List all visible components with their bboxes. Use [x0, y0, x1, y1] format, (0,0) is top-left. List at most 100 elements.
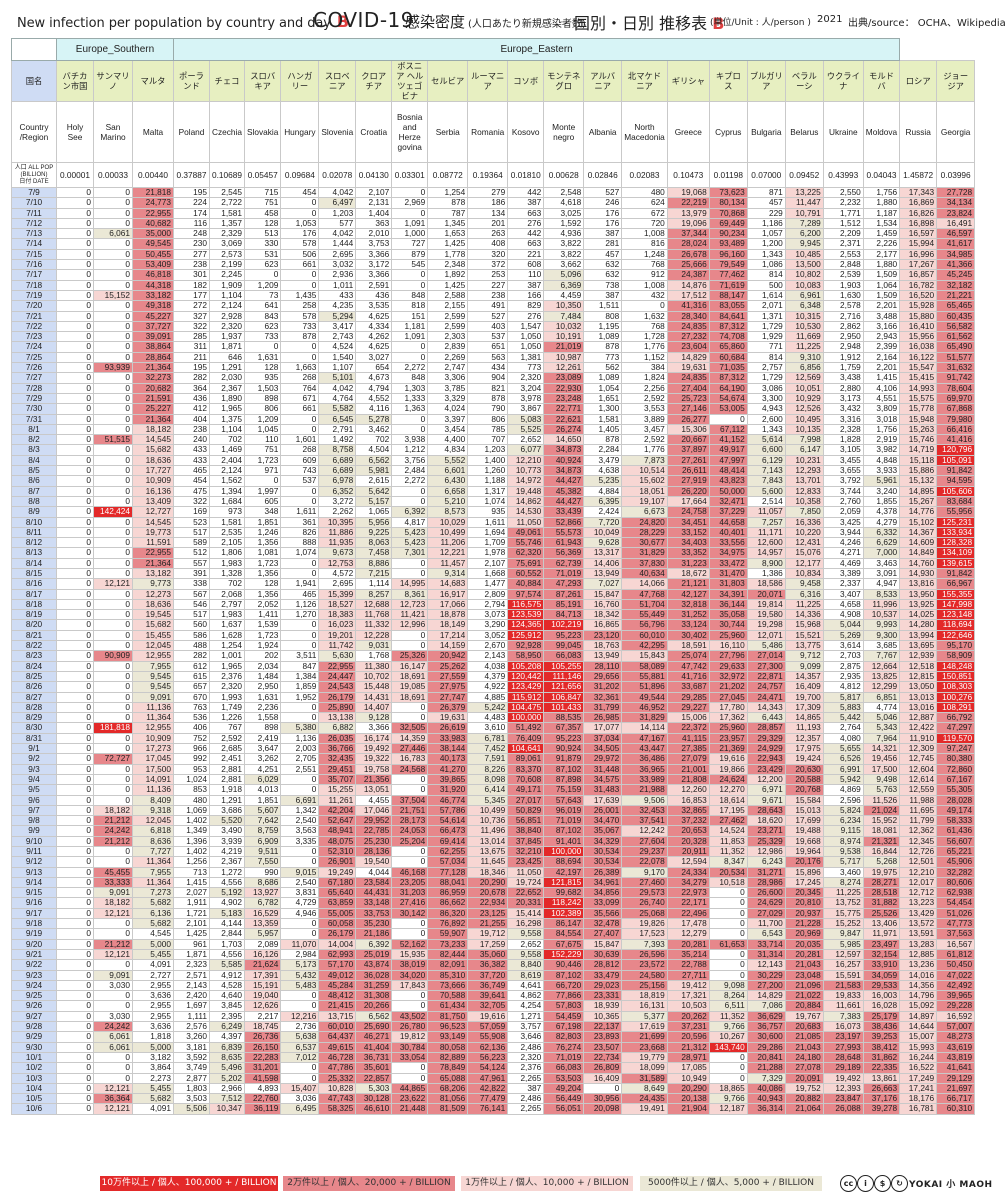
- date-cell: 7/18: [11, 279, 57, 291]
- value-cell: 9,773: [132, 578, 174, 590]
- value-cell: 81,056: [427, 1093, 469, 1105]
- value-cell: 18,636: [132, 454, 174, 467]
- value-cell: 123,148: [936, 609, 976, 621]
- value-cell: 1,209: [243, 413, 282, 425]
- value-cell: 27,029: [746, 907, 786, 920]
- value-cell: 1,709: [467, 537, 509, 549]
- table-row: 7/25 0 0 28,864 211 646 1,631 0 1,540 3,027 0 2,269…: [11, 351, 976, 364]
- value-cell: 15,994: [899, 238, 938, 250]
- value-cell: 69,449: [708, 217, 748, 230]
- value-cell: 1,064: [862, 279, 901, 291]
- value-cell: 0: [708, 413, 748, 425]
- value-cell: 0: [708, 969, 748, 981]
- value-cell: 49,545: [132, 238, 174, 250]
- value-cell: 28,173: [391, 815, 429, 827]
- value-cell: 1,212: [391, 444, 429, 456]
- value-cell: 20,266: [355, 1000, 393, 1012]
- value-cell: 51,515: [93, 434, 133, 446]
- date-cell: 8/17: [11, 588, 57, 600]
- value-cell: 1,581: [209, 516, 245, 528]
- value-cell: 176: [583, 207, 623, 219]
- value-cell: 0: [93, 485, 133, 497]
- value-cell: 28,271: [862, 876, 901, 889]
- value-cell: 34,279: [666, 876, 710, 889]
- value-cell: 20,841: [746, 1051, 786, 1064]
- value-cell: 15,132: [899, 475, 938, 487]
- value-cell: 12,017: [899, 876, 938, 889]
- value-cell: 18,939: [583, 1000, 623, 1012]
- value-cell: 27,146: [666, 403, 710, 415]
- table-row: 10/5 0 36,364 5,682 3,503 7,512 22,760 3,036 47,…: [11, 1093, 976, 1105]
- table-row: 8/10 0 0 14,545 523 1,581 1,851 361 10,395 5,956 4…: [11, 516, 976, 528]
- value-cell: 1,851: [243, 794, 282, 806]
- value-cell: 35,214: [666, 948, 710, 961]
- value-cell: 20,345: [784, 887, 824, 899]
- value-cell: 821: [467, 382, 509, 394]
- value-cell: 1,776: [621, 341, 668, 353]
- value-cell: 0: [391, 279, 429, 291]
- value-cell: 20,678: [467, 887, 509, 899]
- value-cell: 26,379: [427, 701, 469, 714]
- value-cell: 2,486: [507, 1093, 545, 1105]
- value-cell: 6,234: [822, 815, 864, 827]
- country-name-jp: ポーランド: [173, 60, 210, 102]
- table-row: 7/23 0 0 39,091 285 1,937 733 878 2,743 4,262 1,09…: [11, 331, 976, 343]
- country-name-en: Albania: [583, 101, 623, 163]
- value-cell: 12,614: [899, 773, 938, 786]
- value-cell: 1,136: [280, 732, 320, 745]
- value-cell: 2,695: [318, 578, 357, 590]
- value-cell: 20,262: [666, 1010, 710, 1023]
- value-cell: 13,950: [899, 588, 938, 600]
- value-cell: 14,406: [583, 557, 623, 569]
- value-cell: 19,492: [822, 1072, 864, 1084]
- country-population: 0.02083: [621, 162, 668, 188]
- value-cell: 79,549: [708, 259, 748, 271]
- value-cell: 15,407: [280, 1082, 320, 1095]
- value-cell: 3,172: [355, 259, 393, 271]
- value-cell: 14,336: [784, 609, 824, 621]
- value-cell: 4,397: [209, 1031, 245, 1043]
- value-cell: 93,149: [427, 1031, 469, 1043]
- value-cell: 13,775: [784, 640, 824, 652]
- date-cell: 8/26: [11, 681, 57, 693]
- value-cell: 23,584: [355, 876, 393, 889]
- value-cell: 8,347: [708, 856, 748, 868]
- value-cell: 15,152: [93, 289, 133, 302]
- value-cell: 46,168: [391, 866, 429, 878]
- value-cell: 6,991: [822, 763, 864, 775]
- value-cell: 21,024: [862, 804, 901, 817]
- value-cell: 0: [93, 918, 133, 930]
- value-cell: 6,782: [243, 897, 282, 909]
- value-cell: 654: [355, 362, 393, 374]
- value-cell: 22,771: [543, 403, 585, 415]
- value-cell: 3,030: [93, 979, 133, 992]
- country-name-jp: ハンガリー: [280, 60, 320, 102]
- value-cell: 0: [280, 485, 320, 497]
- header-label-jp: 国名: [11, 60, 57, 102]
- value-cell: 1,402: [173, 815, 210, 827]
- value-cell: 0: [391, 856, 429, 868]
- value-cell: 51,577: [936, 351, 976, 364]
- value-cell: 3,867: [507, 403, 545, 415]
- value-cell: 527: [467, 310, 509, 322]
- date-cell: 10/3: [11, 1072, 57, 1084]
- value-cell: 43,819: [936, 1051, 976, 1064]
- value-cell: 1,405: [583, 423, 623, 436]
- value-cell: 42,204: [318, 804, 357, 817]
- value-cell: 14,004: [318, 938, 357, 950]
- value-cell: 0: [56, 434, 94, 446]
- value-cell: 0: [56, 825, 94, 837]
- value-cell: 3,306: [427, 372, 469, 384]
- value-cell: 1,400: [467, 454, 509, 467]
- value-cell: 4,834: [427, 444, 469, 456]
- value-cell: 46,818: [132, 269, 174, 281]
- value-cell: 0: [56, 475, 94, 487]
- value-cell: 5,642: [355, 485, 393, 497]
- value-cell: 853: [173, 784, 210, 796]
- corner-cell: [11, 38, 57, 61]
- value-cell: 42,822: [467, 1082, 509, 1095]
- value-cell: 657: [173, 681, 210, 693]
- value-cell: 785: [467, 423, 509, 436]
- value-cell: 9,558: [507, 948, 545, 961]
- value-cell: 33,753: [355, 907, 393, 920]
